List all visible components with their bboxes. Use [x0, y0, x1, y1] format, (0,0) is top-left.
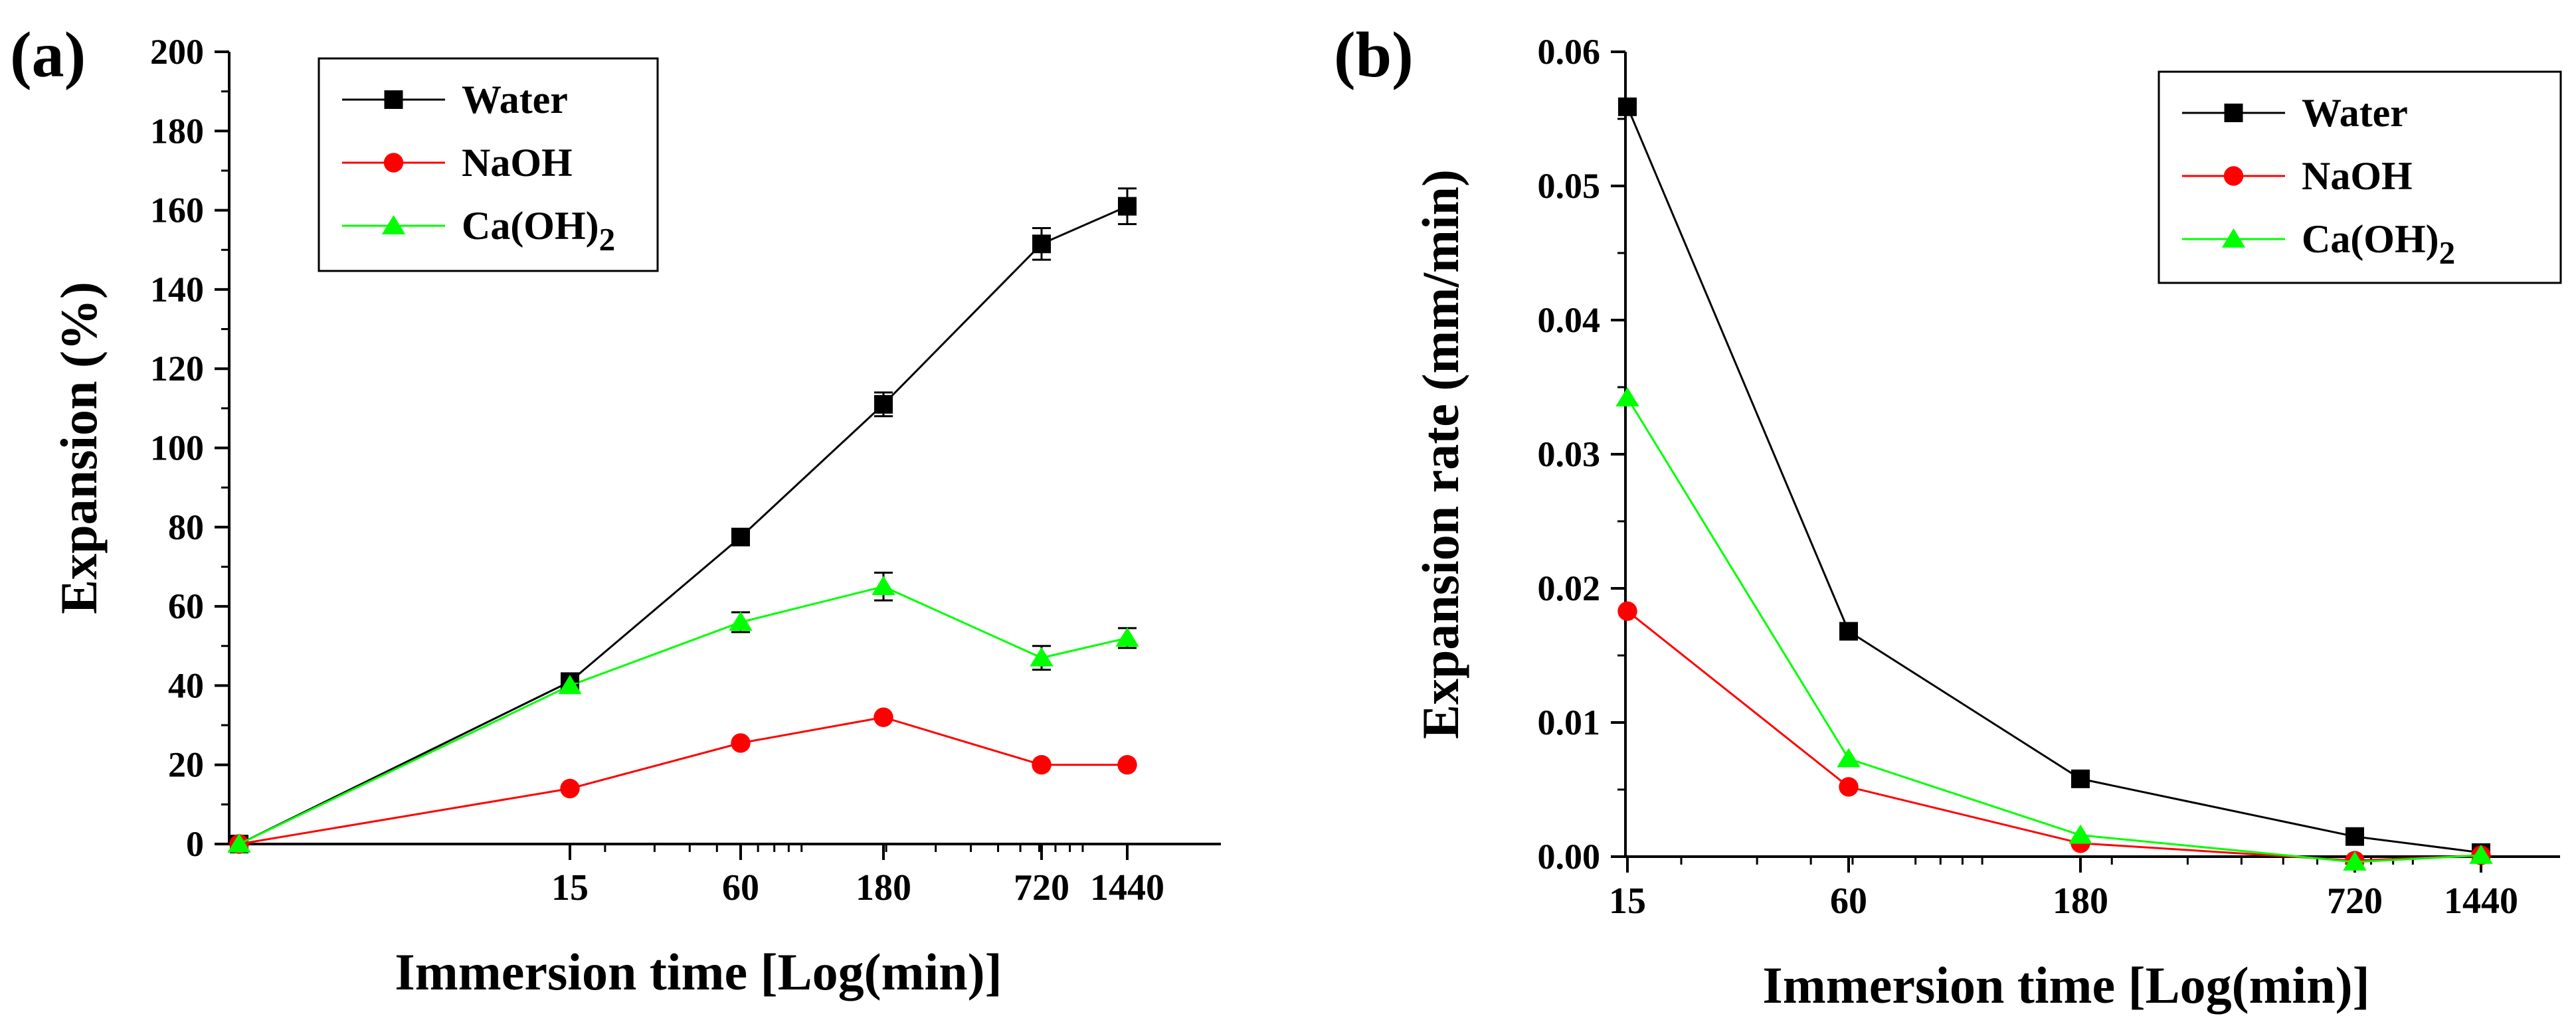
- legend-label: NaOH: [2302, 154, 2413, 198]
- y-tick-label: 100: [150, 428, 204, 468]
- x-axis-label: Immersion time [Log(min)]: [395, 943, 1002, 1001]
- y-tick-label: 0.01: [1538, 703, 1601, 742]
- y-tick-label: 0.04: [1538, 300, 1601, 340]
- legend-marker: [383, 153, 404, 173]
- legend-marker: [381, 214, 406, 234]
- y-tick-label: 0.02: [1538, 568, 1601, 608]
- y-tick-label: 0.00: [1538, 837, 1601, 877]
- y-axis-label: Expansion (%): [50, 282, 108, 614]
- data-point: [731, 733, 751, 753]
- data-point: [872, 576, 895, 596]
- y-tick-label: 80: [168, 507, 204, 547]
- data-point: [731, 527, 750, 547]
- legend-label: NaOH: [462, 141, 573, 185]
- y-tick-label: 20: [168, 745, 204, 785]
- x-tick-label: 60: [1830, 881, 1867, 922]
- y-axis-label: Expansion rate (mm/min): [1412, 169, 1469, 739]
- legend-marker: [2223, 166, 2244, 186]
- legend-label: Ca(OH)2: [462, 204, 615, 258]
- data-point: [1618, 97, 1637, 116]
- y-tick-label: 200: [150, 32, 204, 72]
- panel-label: (a): [10, 19, 86, 91]
- chart-panel-b: 0.00 0.01 0.02 0.03 0.04 0.05 0.06 15 60 180 720 14…: [1334, 19, 2562, 1014]
- series-ca-oh-2: [227, 571, 1139, 853]
- legend-label: Water: [2302, 91, 2408, 135]
- y-tick-label: 0.03: [1538, 434, 1601, 474]
- legend-marker: [2221, 228, 2246, 248]
- x-tick-label: 15: [1609, 881, 1646, 922]
- data-point: [1032, 234, 1051, 254]
- data-point: [2071, 769, 2090, 788]
- x-tick-label: 60: [722, 867, 759, 908]
- series-line: [238, 205, 1128, 845]
- y-tick-label: 180: [150, 111, 204, 151]
- data-point: [2346, 827, 2364, 846]
- series-water: [230, 187, 1137, 853]
- data-point: [1615, 387, 1639, 407]
- x-tick-label: 720: [1014, 867, 1069, 908]
- data-point: [1118, 197, 1137, 216]
- x-tick-label: 15: [551, 867, 589, 908]
- series-naoh: [229, 707, 1137, 854]
- x-tick-label: 1440: [2444, 881, 2518, 922]
- data-point: [560, 778, 580, 799]
- data-point: [1032, 755, 1052, 775]
- data-point: [2343, 851, 2367, 871]
- legend: Water NaOH Ca(OH)2: [2158, 70, 2562, 284]
- y-tick-label: 120: [150, 349, 204, 388]
- series-line: [238, 585, 1128, 845]
- data-point: [729, 611, 753, 631]
- panel-label: (b): [1334, 19, 1414, 91]
- data-point: [1839, 622, 1858, 641]
- legend-label: Ca(OH)2: [2302, 217, 2455, 271]
- series-line: [1627, 610, 2482, 862]
- data-point: [558, 675, 582, 695]
- data-point: [1839, 777, 1859, 797]
- x-axis-label: Immersion time [Log(min)]: [1762, 956, 2369, 1014]
- y-tick-label: 40: [168, 665, 204, 705]
- data-point: [2069, 824, 2092, 844]
- data-point: [2469, 844, 2493, 864]
- series-water: [1618, 97, 2490, 862]
- legend-marker: [384, 90, 403, 109]
- data-point: [1117, 755, 1137, 775]
- data-point: [874, 394, 893, 414]
- series-line: [1626, 397, 2482, 863]
- y-tick-label: 140: [150, 270, 204, 309]
- data-point: [1115, 627, 1139, 647]
- data-point: [874, 707, 893, 727]
- y-tick-label: 0: [186, 824, 204, 864]
- data-point: [1030, 647, 1054, 667]
- legend-label: Water: [462, 78, 568, 122]
- data-point: [1837, 748, 1861, 768]
- series-ca-oh-2: [1615, 387, 2493, 871]
- x-tick-label: 720: [2327, 881, 2383, 922]
- x-tick-label: 180: [2053, 881, 2108, 922]
- legend-box: [318, 57, 659, 272]
- data-point: [1617, 601, 1637, 622]
- y-tick-label: 0.06: [1538, 32, 1601, 72]
- legend: Water NaOH Ca(OH)2: [318, 57, 659, 272]
- y-tick-label: 160: [150, 191, 204, 230]
- chart-panel-a: 0 20 40 60 80 100 120 140 160 180 200 15 60 180 720 144…: [10, 19, 1221, 1001]
- data-point: [227, 833, 251, 853]
- y-tick-label: 0.05: [1538, 166, 1601, 206]
- x-tick-label: 180: [856, 867, 911, 908]
- legend-marker: [2224, 104, 2243, 122]
- series-line: [238, 716, 1127, 845]
- y-tick-label: 60: [168, 586, 204, 626]
- x-tick-label: 1440: [1090, 867, 1164, 908]
